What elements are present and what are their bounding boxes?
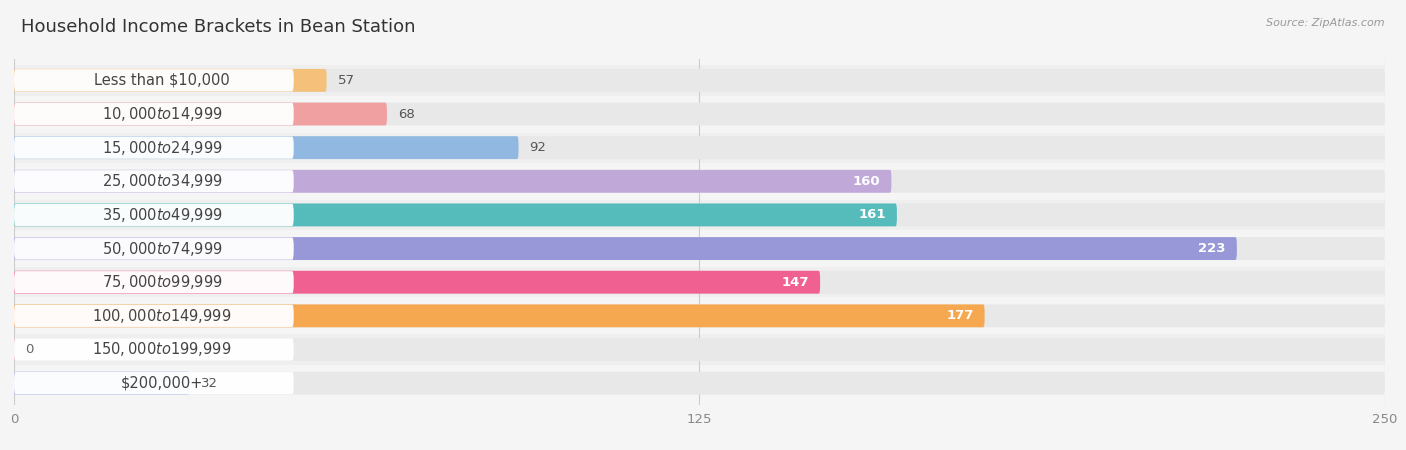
Bar — [14, 166, 1385, 197]
Text: 0: 0 — [25, 343, 34, 356]
FancyBboxPatch shape — [14, 271, 1385, 294]
FancyBboxPatch shape — [14, 271, 294, 293]
FancyBboxPatch shape — [14, 372, 294, 394]
FancyBboxPatch shape — [14, 338, 294, 360]
FancyBboxPatch shape — [14, 136, 519, 159]
FancyBboxPatch shape — [14, 237, 1237, 260]
Text: Source: ZipAtlas.com: Source: ZipAtlas.com — [1267, 18, 1385, 28]
FancyBboxPatch shape — [14, 238, 294, 260]
Bar — [14, 99, 1385, 129]
FancyBboxPatch shape — [14, 170, 891, 193]
FancyBboxPatch shape — [14, 271, 820, 294]
Text: 92: 92 — [530, 141, 547, 154]
FancyBboxPatch shape — [14, 103, 294, 125]
Bar — [14, 267, 1385, 297]
Text: 223: 223 — [1198, 242, 1226, 255]
Text: 160: 160 — [853, 175, 880, 188]
FancyBboxPatch shape — [14, 170, 1385, 193]
FancyBboxPatch shape — [14, 203, 1385, 226]
FancyBboxPatch shape — [14, 338, 1385, 361]
Circle shape — [13, 171, 15, 191]
Circle shape — [13, 306, 15, 325]
Circle shape — [13, 239, 15, 258]
FancyBboxPatch shape — [14, 69, 1385, 92]
Text: 147: 147 — [782, 276, 810, 289]
FancyBboxPatch shape — [14, 69, 326, 92]
FancyBboxPatch shape — [14, 170, 294, 193]
FancyBboxPatch shape — [14, 305, 294, 327]
Bar — [14, 301, 1385, 331]
Text: Household Income Brackets in Bean Station: Household Income Brackets in Bean Statio… — [21, 18, 416, 36]
FancyBboxPatch shape — [14, 136, 294, 159]
Text: $10,000 to $14,999: $10,000 to $14,999 — [101, 105, 222, 123]
FancyBboxPatch shape — [14, 203, 897, 226]
Circle shape — [13, 273, 15, 292]
Bar — [14, 65, 1385, 95]
Bar — [14, 334, 1385, 365]
Text: 161: 161 — [859, 208, 886, 221]
Bar — [14, 234, 1385, 264]
Bar — [14, 200, 1385, 230]
FancyBboxPatch shape — [14, 103, 1385, 126]
Text: $15,000 to $24,999: $15,000 to $24,999 — [101, 139, 222, 157]
Text: Less than $10,000: Less than $10,000 — [94, 73, 231, 88]
Circle shape — [13, 340, 15, 359]
FancyBboxPatch shape — [14, 304, 1385, 327]
FancyBboxPatch shape — [14, 372, 190, 395]
Bar — [14, 132, 1385, 163]
Text: $150,000 to $199,999: $150,000 to $199,999 — [93, 341, 232, 359]
Text: $75,000 to $99,999: $75,000 to $99,999 — [101, 273, 222, 291]
FancyBboxPatch shape — [14, 204, 294, 226]
Text: $50,000 to $74,999: $50,000 to $74,999 — [101, 239, 222, 257]
FancyBboxPatch shape — [14, 103, 387, 126]
FancyBboxPatch shape — [14, 136, 1385, 159]
Circle shape — [13, 71, 15, 90]
Text: 32: 32 — [201, 377, 218, 390]
Text: $35,000 to $49,999: $35,000 to $49,999 — [101, 206, 222, 224]
FancyBboxPatch shape — [14, 237, 1385, 260]
FancyBboxPatch shape — [14, 69, 294, 91]
FancyBboxPatch shape — [14, 304, 984, 327]
Text: $100,000 to $149,999: $100,000 to $149,999 — [93, 307, 232, 325]
Text: 177: 177 — [946, 309, 974, 322]
Text: $200,000+: $200,000+ — [121, 376, 204, 391]
Text: 57: 57 — [337, 74, 354, 87]
Text: $25,000 to $34,999: $25,000 to $34,999 — [101, 172, 222, 190]
Circle shape — [13, 138, 15, 158]
Circle shape — [13, 205, 15, 225]
Circle shape — [13, 374, 15, 393]
Bar — [14, 368, 1385, 398]
Text: 68: 68 — [398, 108, 415, 121]
FancyBboxPatch shape — [14, 372, 1385, 395]
Circle shape — [13, 104, 15, 124]
